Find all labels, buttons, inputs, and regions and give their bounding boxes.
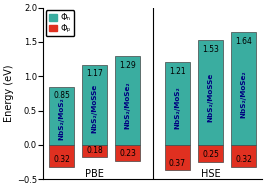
Bar (82, 65, 107, 145)
Text: NbS₂/MoSSe: NbS₂/MoSSe (207, 73, 214, 122)
Bar (165, 62, 190, 145)
Text: 1.21: 1.21 (169, 67, 186, 76)
Text: 0.18: 0.18 (86, 146, 103, 155)
Text: PBE: PBE (85, 169, 104, 179)
Text: NbS₂/MoSe₂: NbS₂/MoSe₂ (241, 70, 247, 118)
Text: NbS₂/MoS₂: NbS₂/MoS₂ (174, 86, 180, 129)
Text: 1.53: 1.53 (202, 45, 219, 54)
Bar (165, 145, 190, 170)
Text: 1.64: 1.64 (235, 37, 252, 46)
Bar (49, 87, 74, 145)
Text: 0.32: 0.32 (53, 155, 70, 164)
Bar (231, 145, 256, 167)
Y-axis label: Energy (eV): Energy (eV) (4, 65, 14, 122)
Text: 0.37: 0.37 (169, 159, 186, 168)
Text: 0.23: 0.23 (119, 149, 136, 158)
Text: 0.25: 0.25 (202, 150, 219, 159)
Bar (49, 145, 74, 167)
Text: 1.17: 1.17 (86, 70, 103, 78)
Bar (198, 145, 223, 162)
Text: NbS₂/MoSSe: NbS₂/MoSSe (92, 84, 98, 133)
Bar (82, 145, 107, 157)
Bar (231, 32, 256, 145)
Text: 1.29: 1.29 (119, 61, 136, 70)
Text: HSE: HSE (201, 169, 220, 179)
Bar (198, 40, 223, 145)
Text: 0.85: 0.85 (53, 91, 70, 100)
Text: 0.32: 0.32 (235, 155, 252, 164)
Legend: Φₙ, Φₚ: Φₙ, Φₚ (46, 10, 74, 36)
Bar (115, 145, 140, 161)
Bar (115, 57, 140, 145)
Text: NbS₂/MoSe₂: NbS₂/MoSe₂ (125, 81, 131, 129)
Text: NbS₂/MoS₂: NbS₂/MoS₂ (59, 97, 65, 140)
